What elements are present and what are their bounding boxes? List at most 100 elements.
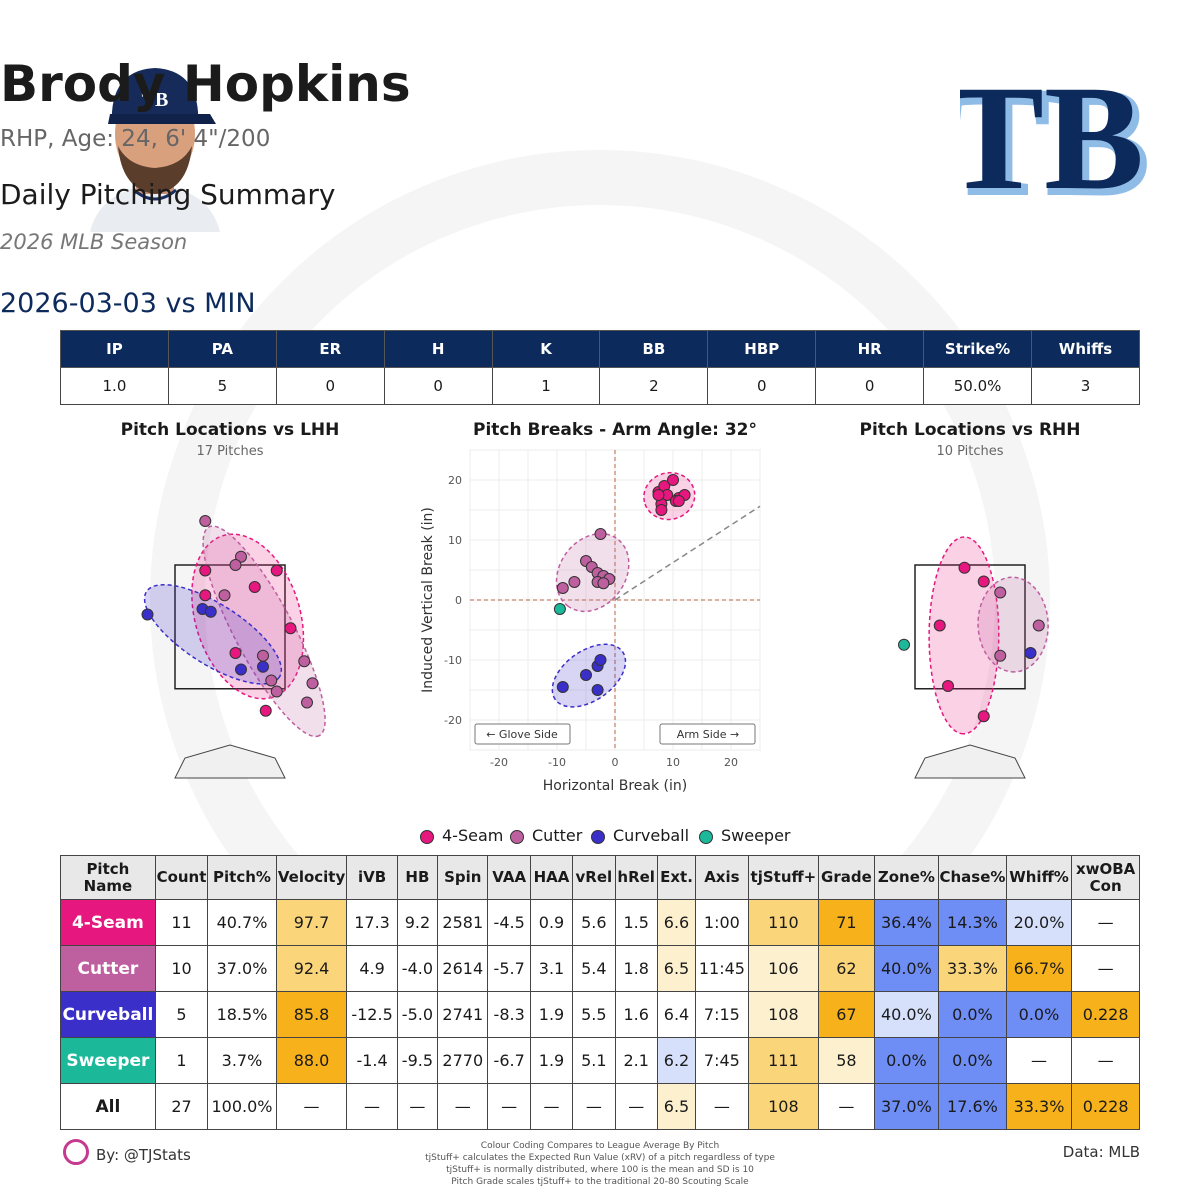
pitch-value-cell: —: [437, 1083, 489, 1130]
pitch-point: [594, 528, 607, 540]
pitch-value-cell: 85.8: [275, 991, 348, 1038]
pitch-header-cell: Axis: [695, 855, 749, 900]
break-title: Pitch Breaks - Arm Angle: 32°: [472, 420, 757, 440]
pitch-value-cell: 27: [154, 1083, 209, 1130]
pitch-value-cell: 11:45: [695, 945, 749, 992]
legend-dot-icon: [699, 830, 713, 844]
pitch-point: [199, 515, 212, 527]
y-tick-label: 20: [448, 474, 462, 487]
pitch-point: [141, 608, 154, 621]
svg-text:TB: TB: [960, 62, 1144, 221]
pitch-value-cell: 2741: [437, 991, 489, 1038]
player-name: Brody Hopkins: [0, 55, 411, 113]
pitch-value-cell: 1: [154, 1037, 209, 1084]
pitch-point: [958, 561, 971, 574]
pitch-value-cell: 111: [747, 1037, 820, 1084]
x-tick-label: 10: [666, 756, 680, 769]
pitch-point: [594, 654, 607, 666]
stats-value-cell: 5: [167, 367, 277, 405]
pitch-point: [667, 474, 679, 486]
pitch-value-cell: —: [396, 1083, 439, 1130]
team-logo: TB TB: [960, 62, 1150, 222]
player-headshot: TB: [90, 68, 220, 232]
glove-side-label: ← Glove Side: [486, 728, 558, 741]
footer-note: Colour Coding Compares to League Average…: [480, 1141, 720, 1151]
pitch-value-cell: 5.6: [572, 899, 616, 946]
pitch-point: [977, 710, 990, 723]
pitch-value-cell: 1.9: [529, 991, 574, 1038]
pitch-value-cell: 0.228: [1071, 991, 1140, 1038]
pitch-value-cell: 5: [154, 991, 209, 1038]
home-plate: [174, 744, 286, 779]
pitch-value-cell: 37.0%: [207, 945, 277, 992]
pitch-value-cell: 2.1: [614, 1037, 658, 1084]
pitch-point: [568, 576, 581, 588]
pitch-value-cell: —: [614, 1083, 658, 1130]
rhh-subtitle: 10 Pitches: [936, 444, 1004, 459]
svg-text:TB: TB: [142, 89, 169, 111]
pitch-value-cell: 67: [818, 991, 875, 1038]
pitch-header-cell: Whiff%: [1005, 855, 1073, 900]
pitch-value-cell: 37.0%: [873, 1083, 940, 1130]
season-label: 2026 MLB Season: [0, 230, 188, 254]
pitch-row: Curveball 5 18.5% 85.8 -12.5 -5.0 2741 -8.3 1.9 5…: [60, 991, 1140, 1038]
pitch-value-cell: 3.1: [529, 945, 574, 992]
pitch-point: [898, 638, 910, 651]
lhh-location-plot: [141, 515, 326, 779]
pitch-point: [235, 550, 247, 563]
pitch-value-cell: 6.2: [656, 1037, 697, 1084]
legend-dot-icon: [420, 830, 434, 844]
pitch-point: [199, 564, 212, 577]
pitch-value-cell: —: [818, 1083, 875, 1130]
pitch-value-cell: 108: [747, 991, 820, 1038]
pitch-value-cell: 110: [747, 899, 820, 946]
pitch-point: [235, 663, 247, 676]
footer-notes: Colour Coding Compares to League Average…: [400, 1140, 800, 1188]
pitch-point: [265, 674, 278, 687]
pitch-value-cell: -4.0: [396, 945, 439, 992]
stats-value-cell: 1.0: [60, 367, 169, 405]
pitch-value-cell: 66.7%: [1005, 945, 1073, 992]
pitch-metrics-table: Pitch Name Count Pitch% Velocity iVB HB Spin VA…: [60, 855, 1140, 1130]
pitch-point: [591, 684, 604, 696]
pitch-row: All 27 100.0% — — — — — — — —6.5—108—37.0% 17.6% 33.…: [60, 1083, 1140, 1130]
pitch-value-cell: 33.3%: [938, 945, 1007, 992]
footer-note: tjStuff+ calculates the Expected Run Val…: [425, 1153, 775, 1163]
stats-value-cell: 3: [1031, 367, 1140, 405]
y-axis-label: Induced Vertical Break (in): [420, 507, 436, 693]
pitch-value-cell: 33.3%: [1005, 1083, 1073, 1130]
pitch-point: [556, 681, 569, 693]
stats-value-cell: 0: [275, 367, 385, 405]
stats-value-cell: 0: [707, 367, 817, 405]
pitch-header-cell: Spin: [437, 855, 489, 900]
pitch-value-cell: -1.4: [346, 1037, 398, 1084]
pitch-point: [580, 669, 592, 681]
pitch-value-cell: 7:45: [695, 1037, 749, 1084]
pitch-value-cell: 2581: [437, 899, 489, 946]
pitch-value-cell: 1.8: [614, 945, 658, 992]
legend-label: 4-Seam: [442, 826, 504, 845]
y-tick-label: -10: [444, 654, 462, 667]
legend-label: Curveball: [613, 826, 690, 845]
pitch-value-cell: 18.5%: [207, 991, 277, 1038]
pitch-value-cell: 0.9: [529, 899, 574, 946]
pitch-header-cell: vRel: [572, 855, 616, 900]
pitch-point: [270, 685, 283, 698]
svg-text:TB: TB: [960, 62, 1148, 222]
rhh-location-plot: [898, 536, 1049, 779]
pitch-name-cell: Sweeper: [60, 1037, 156, 1084]
pitch-value-cell: 17.6%: [938, 1083, 1007, 1130]
pitch-header-cell: Chase%: [938, 855, 1007, 900]
arm-angle-line: [614, 505, 761, 601]
pitch-value-cell: 3.7%: [207, 1037, 277, 1084]
pitch-value-cell: 100.0%: [207, 1083, 277, 1130]
pitch-value-cell: 6.5: [656, 945, 697, 992]
stats-header-cell: Whiffs: [1031, 330, 1140, 368]
pitch-row: Cutter 10 37.0% 92.4 4.9 -4.0 2614 -5.7 3.1 5.4 1.…: [60, 945, 1140, 992]
author-credit: By: @TJStats: [96, 1146, 191, 1164]
stats-header-cell: Strike%: [923, 330, 1033, 368]
pitch-point: [306, 677, 319, 690]
x-tick-label: 0: [612, 756, 619, 769]
pitch-value-cell: —: [572, 1083, 616, 1130]
pitch-header-cell: Velocity: [275, 855, 348, 900]
